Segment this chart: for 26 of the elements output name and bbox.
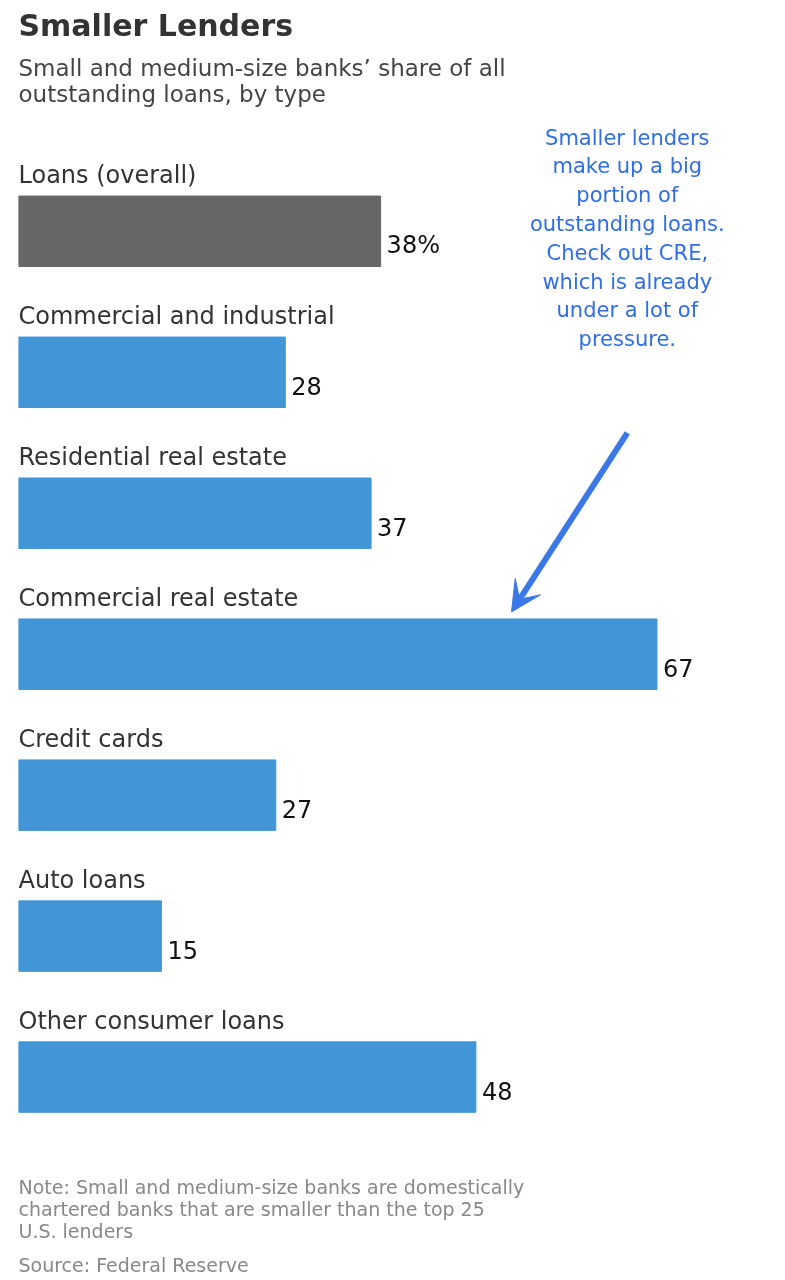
bar (18, 618, 658, 690)
chart-subtitle: Small and medium-size banks’ share of all outstanding loans, by type (18, 54, 506, 107)
bar (18, 900, 162, 972)
bar (18, 477, 372, 549)
source-note: Source: Federal Reserve (18, 1253, 249, 1276)
y-tick-label: Commercial real estate (18, 583, 299, 612)
data-label: 37 (377, 514, 408, 543)
data-label: 38% (386, 231, 440, 260)
data-label: 28 (291, 373, 322, 402)
data-label: 67 (662, 655, 694, 684)
bar (18, 759, 277, 831)
data-label: 15 (167, 937, 198, 966)
chart-title: Smaller Lenders (18, 7, 294, 43)
data-label: 48 (481, 1078, 513, 1107)
y-tick-label: Other consumer loans (18, 1006, 285, 1035)
y-tick-label: Credit cards (18, 724, 164, 753)
data-label: 27 (281, 796, 313, 825)
bar (18, 336, 286, 409)
text: Note: Small and medium-size banks are domestically chartered banks that are smaller than the top 25 U.S. lenders (18, 1175, 525, 1242)
y-tick-label: Commercial and industrial (18, 301, 335, 330)
bar (18, 1041, 477, 1113)
annotation: Smaller lenders make up a big portion of outstanding loans. Check out CRE, which is already under a lot of pressure. (529, 125, 725, 352)
bar (18, 195, 382, 268)
y-tick-label: Residential real estate (18, 442, 287, 471)
y-tick-label: Loans (overall) (18, 161, 197, 190)
y-tick-label: Auto loans (18, 865, 146, 894)
